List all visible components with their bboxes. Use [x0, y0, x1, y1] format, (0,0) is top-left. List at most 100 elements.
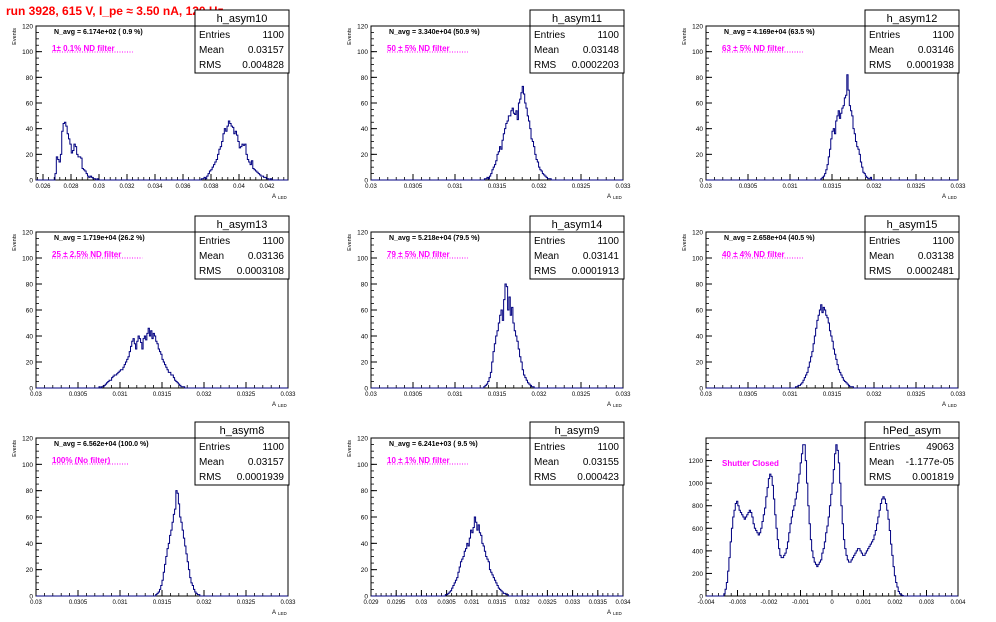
histogram-outline: [36, 490, 288, 597]
y-tick-label: 120: [22, 230, 33, 237]
y-tick-label: 120: [357, 230, 368, 237]
stats-value: 0.0002203: [572, 60, 620, 71]
stats-value: 1100: [932, 236, 954, 247]
x-tick-label: -0.004: [697, 600, 715, 606]
y-tick-label: 20: [26, 152, 34, 159]
y-tick-label: 100: [22, 49, 33, 56]
y-axis-title: Events: [347, 28, 353, 45]
stats-label: Entries: [199, 236, 230, 247]
y-tick-label: 40: [26, 126, 34, 133]
y-axis-title: Events: [12, 440, 18, 457]
stats-value: 0.03148: [583, 45, 620, 56]
navg-label: N_avg = 6.562e+04 (100.0 %): [54, 441, 149, 448]
x-tick-label: 0.0305: [437, 600, 456, 606]
x-tick-label: 0.028: [63, 184, 79, 190]
histogram-panel-h_asym15: 0 20 40 60 80 100 120 0.03 0.0305 0.031 0.0315 0.03…: [682, 215, 966, 408]
x-tick-label: 0.032: [196, 392, 212, 398]
y-tick-label: 80: [361, 488, 369, 495]
x-axis-title-main: A: [272, 402, 276, 408]
x-tick-label: 0.03: [30, 600, 42, 606]
filter-label: 100% (No filter): [52, 456, 111, 465]
stats-box: [864, 25, 960, 74]
y-tick-label: 100: [692, 49, 703, 56]
stats-value: 1100: [262, 236, 284, 247]
stats-label: Entries: [199, 442, 230, 453]
x-axis-title-main: A: [942, 402, 946, 408]
histogram-outline: [371, 516, 623, 597]
y-tick-label: 20: [696, 152, 704, 159]
y-tick-label: 20: [26, 360, 34, 367]
navg-label: N_avg = 1.719e+04 (26.2 %): [54, 235, 145, 242]
x-tick-label: 0.031: [112, 600, 128, 606]
stats-value: 0.0001939: [237, 472, 285, 483]
x-tick-label: 0.032: [866, 392, 882, 398]
y-tick-label: 20: [26, 567, 34, 574]
x-tick-label: 0.0325: [572, 392, 591, 398]
y-tick-label: 80: [26, 75, 34, 82]
x-tick-label: 0.032: [515, 600, 531, 606]
x-tick-label: -0.001: [792, 600, 810, 606]
stats-label: Mean: [534, 45, 559, 56]
stats-value: 0.03146: [918, 45, 955, 56]
stats-label: Entries: [869, 442, 900, 453]
stats-value: 0.004828: [242, 60, 284, 71]
x-tick-label: 0.033: [950, 184, 966, 190]
navg-label: N_avg = 6.174e+02 ( 0.9 %): [54, 29, 143, 36]
x-tick-label: 0.0315: [488, 600, 507, 606]
x-tick-label: -0.003: [729, 600, 747, 606]
x-axis-title-subscript: LED: [613, 611, 623, 616]
x-axis-title: A LED: [607, 402, 623, 408]
histogram-outline: [706, 444, 958, 597]
stats-label: Mean: [869, 457, 894, 468]
stats-value: 0.0002481: [907, 266, 955, 277]
stats-value: 0.03136: [248, 251, 285, 262]
x-tick-label: 0.0325: [237, 600, 256, 606]
y-axis-title: Events: [347, 440, 353, 457]
y-tick-label: 120: [22, 24, 33, 31]
y-tick-label: 600: [692, 526, 703, 533]
stats-label: RMS: [534, 266, 557, 277]
x-axis-title: A LED: [942, 194, 958, 200]
stats-box: [864, 437, 960, 486]
y-tick-label: 60: [26, 308, 34, 315]
y-tick-label: 100: [22, 462, 33, 469]
y-axis-title: Events: [682, 234, 688, 251]
stats-value: 0.03155: [583, 457, 620, 468]
stats-value: 1100: [597, 442, 619, 453]
stats-box: [194, 25, 290, 74]
histogram-outline: [36, 327, 288, 389]
filter-label: 50 ± 5% ND filter: [387, 44, 450, 53]
stats-name: h_asym9: [555, 425, 600, 437]
y-axis-title: Events: [682, 28, 688, 45]
stats-label: RMS: [869, 266, 892, 277]
navg-label: N_avg = 5.218e+04 (79.5 %): [389, 235, 480, 242]
y-tick-label: 40: [361, 334, 369, 341]
x-tick-label: 0.0325: [907, 184, 926, 190]
stats-label: RMS: [199, 266, 222, 277]
stats-label: Entries: [534, 442, 565, 453]
x-axis-title-subscript: LED: [613, 195, 623, 200]
y-tick-label: 0: [29, 178, 33, 185]
stats-value: 0.03141: [583, 251, 620, 262]
y-tick-label: 60: [26, 515, 34, 522]
x-tick-label: 0.0295: [387, 600, 406, 606]
y-tick-label: 60: [361, 515, 369, 522]
stats-value: 0.03157: [248, 457, 285, 468]
y-tick-label: 40: [361, 126, 369, 133]
x-tick-label: 0.03: [700, 184, 712, 190]
stats-value: 1100: [597, 236, 619, 247]
x-tick-label: 0.033: [565, 600, 581, 606]
histogram-panel-h_asym11: 0 20 40 60 80 100 120 0.03 0.0305 0.031 0.0315 0.03…: [347, 9, 631, 200]
y-tick-label: 20: [696, 360, 704, 367]
x-tick-label: 0.0315: [488, 392, 507, 398]
x-tick-label: 0.03: [700, 392, 712, 398]
x-tick-label: 0.032: [196, 600, 212, 606]
x-axis-title-main: A: [272, 610, 276, 616]
histogram-panel-h_asym14: 0 20 40 60 80 100 120 0.03 0.0305 0.031 0.0315 0.03…: [347, 215, 631, 408]
stats-name: h_asym13: [217, 219, 268, 231]
y-tick-label: 100: [692, 256, 703, 263]
x-axis-title-subscript: LED: [613, 403, 623, 408]
x-axis-title-subscript: LED: [948, 195, 958, 200]
x-axis-title-main: A: [607, 402, 611, 408]
y-tick-label: 120: [692, 24, 703, 31]
